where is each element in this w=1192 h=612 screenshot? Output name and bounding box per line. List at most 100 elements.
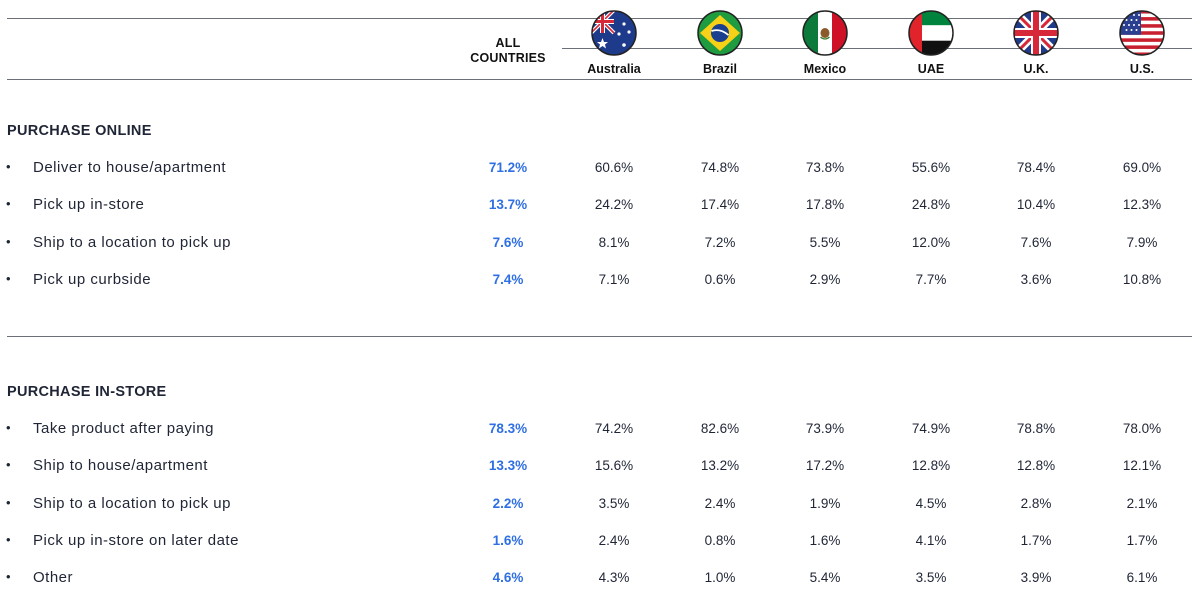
value-cell-australia: 3.5%	[598, 496, 630, 511]
value-cell-us: 2.1%	[1126, 496, 1158, 511]
table-row: • Pick up curbside 7.4% 7.1% 0.6% 2.9% 7.7% 3.6…	[0, 271, 1192, 293]
value-cell-mexico: 5.5%	[809, 235, 841, 250]
value-cell-australia: 74.2%	[594, 421, 634, 436]
row-label: Ship to a location to pick up	[33, 495, 231, 512]
value-cell-us: 12.3%	[1122, 197, 1162, 212]
value-cell-australia: 24.2%	[594, 197, 634, 212]
row-label: Pick up in-store on later date	[33, 532, 239, 549]
value-cell-uae: 4.1%	[915, 533, 947, 548]
value-cell-uk: 10.4%	[1016, 197, 1056, 212]
table-row: • Ship to house/apartment 13.3% 15.6% 13.2% 1…	[0, 457, 1192, 479]
value-cell-uae: 12.8%	[911, 458, 951, 473]
value-cell-mexico: 2.9%	[809, 272, 841, 287]
value-cell-uk: 78.4%	[1016, 160, 1056, 175]
row-label: Deliver to house/apartment	[33, 159, 227, 176]
value-cell-us: 10.8%	[1122, 272, 1162, 287]
value-cell-uk: 3.9%	[1020, 570, 1052, 585]
value-cell-australia: 7.1%	[598, 272, 630, 287]
row-label: Ship to a location to pick up	[33, 234, 231, 251]
value-cell-brazil: 74.8%	[700, 160, 740, 175]
value-cell-mexico: 73.9%	[805, 421, 845, 436]
value-cell-brazil: 1.0%	[704, 570, 736, 585]
value-cell-uae: 4.5%	[915, 496, 947, 511]
mexico-flag-icon	[802, 10, 848, 56]
value-cell-us: 78.0%	[1122, 421, 1162, 436]
value-cell-all-countries: 13.7%	[488, 197, 528, 212]
section-title: PURCHASE IN-STORE	[7, 384, 167, 400]
value-cell-brazil: 7.2%	[704, 235, 736, 250]
country-name-brazil: Brazil	[702, 62, 738, 76]
bullet-icon: •	[6, 159, 11, 174]
value-cell-all-countries: 13.3%	[488, 458, 528, 473]
countries-rule	[562, 48, 1192, 49]
bullet-icon: •	[6, 196, 11, 211]
bullet-icon: •	[6, 457, 11, 472]
country-name-us: U.S.	[1129, 62, 1155, 76]
table-row: • Deliver to house/apartment 71.2% 60.6% 74.…	[0, 159, 1192, 181]
value-cell-us: 1.7%	[1126, 533, 1158, 548]
row-label: Ship to house/apartment	[33, 457, 208, 474]
value-cell-all-countries: 2.2%	[492, 496, 524, 511]
value-cell-brazil: 82.6%	[700, 421, 740, 436]
value-cell-all-countries: 4.6%	[492, 570, 524, 585]
row-label: Take product after paying	[33, 420, 214, 437]
value-cell-uk: 3.6%	[1020, 272, 1052, 287]
value-cell-australia: 8.1%	[598, 235, 630, 250]
value-cell-australia: 15.6%	[594, 458, 634, 473]
value-cell-uae: 3.5%	[915, 570, 947, 585]
value-cell-us: 12.1%	[1122, 458, 1162, 473]
value-cell-brazil: 13.2%	[700, 458, 740, 473]
row-label: Pick up in-store	[33, 196, 145, 213]
value-cell-uae: 12.0%	[911, 235, 951, 250]
section-title: PURCHASE ONLINE	[7, 123, 152, 139]
value-cell-mexico: 1.9%	[809, 496, 841, 511]
value-cell-uk: 12.8%	[1016, 458, 1056, 473]
value-cell-uae: 74.9%	[911, 421, 951, 436]
value-cell-us: 6.1%	[1126, 570, 1158, 585]
value-cell-all-countries: 7.6%	[492, 235, 524, 250]
bullet-icon: •	[6, 420, 11, 435]
value-cell-mexico: 17.8%	[805, 197, 845, 212]
table-row: • Ship to a location to pick up 2.2% 3.5% 2.…	[0, 495, 1192, 517]
value-cell-all-countries: 71.2%	[488, 160, 528, 175]
value-cell-uae: 24.8%	[911, 197, 951, 212]
uae-flag-icon	[908, 10, 954, 56]
bullet-icon: •	[6, 271, 11, 286]
brazil-flag-icon	[697, 10, 743, 56]
country-name-uk: U.K.	[1023, 62, 1049, 76]
value-cell-uae: 55.6%	[911, 160, 951, 175]
all-countries-header: ALL COUNTRIES	[458, 36, 558, 66]
value-cell-uk: 78.8%	[1016, 421, 1056, 436]
value-cell-us: 69.0%	[1122, 160, 1162, 175]
row-label: Pick up curbside	[33, 271, 152, 288]
table-row: • Pick up in-store on later date 1.6% 2.4% 0…	[0, 532, 1192, 554]
value-cell-uae: 7.7%	[915, 272, 947, 287]
all-countries-label-line2: COUNTRIES	[470, 51, 546, 65]
value-cell-uk: 7.6%	[1020, 235, 1052, 250]
all-countries-label-line1: ALL	[495, 36, 521, 50]
bullet-icon: •	[6, 495, 11, 510]
row-label: Other	[33, 569, 74, 586]
country-name-australia: Australia	[587, 62, 641, 76]
country-name-uae: UAE	[917, 62, 945, 76]
value-cell-australia: 60.6%	[594, 160, 634, 175]
value-cell-all-countries: 1.6%	[492, 533, 524, 548]
value-cell-australia: 4.3%	[598, 570, 630, 585]
country-name-mexico: Mexico	[803, 62, 847, 76]
table-row: • Pick up in-store 13.7% 24.2% 17.4% 17.8% 24.…	[0, 196, 1192, 218]
table-row: • Take product after paying 78.3% 74.2% 82.6…	[0, 420, 1192, 442]
value-cell-mexico: 73.8%	[805, 160, 845, 175]
value-cell-all-countries: 7.4%	[492, 272, 524, 287]
value-cell-mexico: 1.6%	[809, 533, 841, 548]
table-row: • Ship to a location to pick up 7.6% 8.1% 7.…	[0, 234, 1192, 256]
section-divider	[7, 336, 1192, 337]
value-cell-uk: 1.7%	[1020, 533, 1052, 548]
value-cell-mexico: 5.4%	[809, 570, 841, 585]
table-row: • Other 4.6% 4.3% 1.0% 5.4% 3.5% 3.9% 6.1%	[0, 569, 1192, 591]
value-cell-uk: 2.8%	[1020, 496, 1052, 511]
value-cell-brazil: 17.4%	[700, 197, 740, 212]
value-cell-brazil: 0.8%	[704, 533, 736, 548]
value-cell-brazil: 0.6%	[704, 272, 736, 287]
australia-flag-icon	[591, 10, 637, 56]
value-cell-us: 7.9%	[1126, 235, 1158, 250]
